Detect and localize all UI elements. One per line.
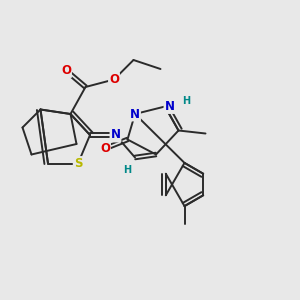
Text: O: O	[61, 64, 71, 77]
Text: S: S	[74, 157, 82, 170]
Text: O: O	[109, 73, 119, 86]
Text: N: N	[110, 128, 121, 142]
Text: O: O	[100, 142, 110, 155]
Text: N: N	[164, 100, 175, 113]
Text: H: H	[182, 95, 190, 106]
Text: N: N	[130, 107, 140, 121]
Text: H: H	[123, 165, 132, 175]
